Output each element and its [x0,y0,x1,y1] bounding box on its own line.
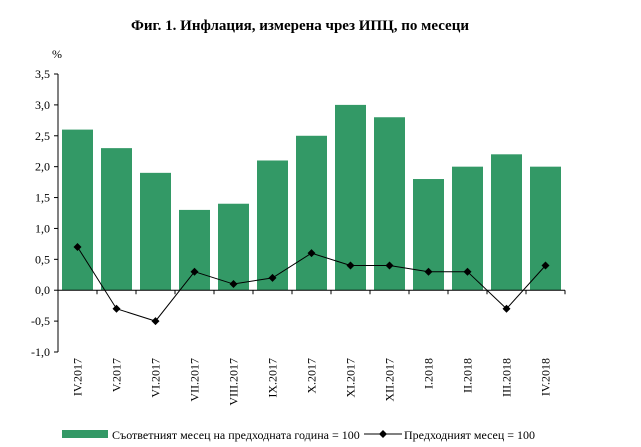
bar [530,166,561,291]
y-tick-label: -0,5 [31,314,50,328]
line-marker [307,249,316,258]
legend-label-bar: Съответният месец на предходната година … [112,428,360,442]
bar [491,154,522,291]
x-tick-label: IV.2017 [71,358,85,396]
y-tick-label: 3,0 [35,98,50,112]
line-marker [190,267,199,276]
x-tick-label: XI.2017 [344,358,358,398]
legend-swatch-bar [62,430,108,438]
y-tick-label: 0,0 [35,283,50,297]
x-tick-label: VI.2017 [149,358,163,398]
x-tick-label: V.2017 [110,358,124,392]
y-tick-label: 2,0 [35,160,50,174]
x-tick-label: VII.2017 [188,358,202,402]
x-tick-label: II.2018 [461,358,475,393]
x-tick-label: VIII.2017 [227,358,241,406]
line-marker [541,261,550,270]
line-marker [151,317,160,326]
y-tick-label: 1,0 [35,221,50,235]
y-tick-label: 1,5 [35,191,50,205]
line-marker [229,280,238,289]
line-marker [268,273,277,282]
bar [335,104,366,291]
y-tick-label: 2,5 [35,129,50,143]
x-tick-label: XII.2017 [383,358,397,402]
bar [62,129,93,291]
x-tick-label: IV.2018 [539,358,553,396]
bar [296,135,327,291]
bar [140,172,171,291]
y-tick-label: 3,5 [35,67,50,81]
bar [101,148,132,291]
legend-marker [379,430,387,438]
line-marker [346,261,355,270]
y-axis-label: % [52,47,62,61]
legend-label-line: Предходният месец = 100 [404,428,535,442]
x-tick-label: III.2018 [500,358,514,397]
bar [374,117,405,291]
line-marker [73,242,82,251]
line-marker [424,267,433,276]
line-marker [502,304,511,313]
line-marker [463,267,472,276]
line-marker [385,261,394,270]
x-tick-label: I.2018 [422,358,436,389]
chart-title: Фиг. 1. Инфлация, измерена чрез ИПЦ, по … [131,18,469,34]
legend: Съответният месец на предходната година … [62,428,535,442]
x-tick-label: X.2017 [305,358,319,394]
bar [218,203,249,291]
line-marker [112,304,121,313]
bar [179,209,210,291]
bar [257,160,288,291]
y-tick-label: -1,0 [31,345,50,359]
x-tick-label: IX.2017 [266,358,280,398]
y-tick-label: 0,5 [35,252,50,266]
